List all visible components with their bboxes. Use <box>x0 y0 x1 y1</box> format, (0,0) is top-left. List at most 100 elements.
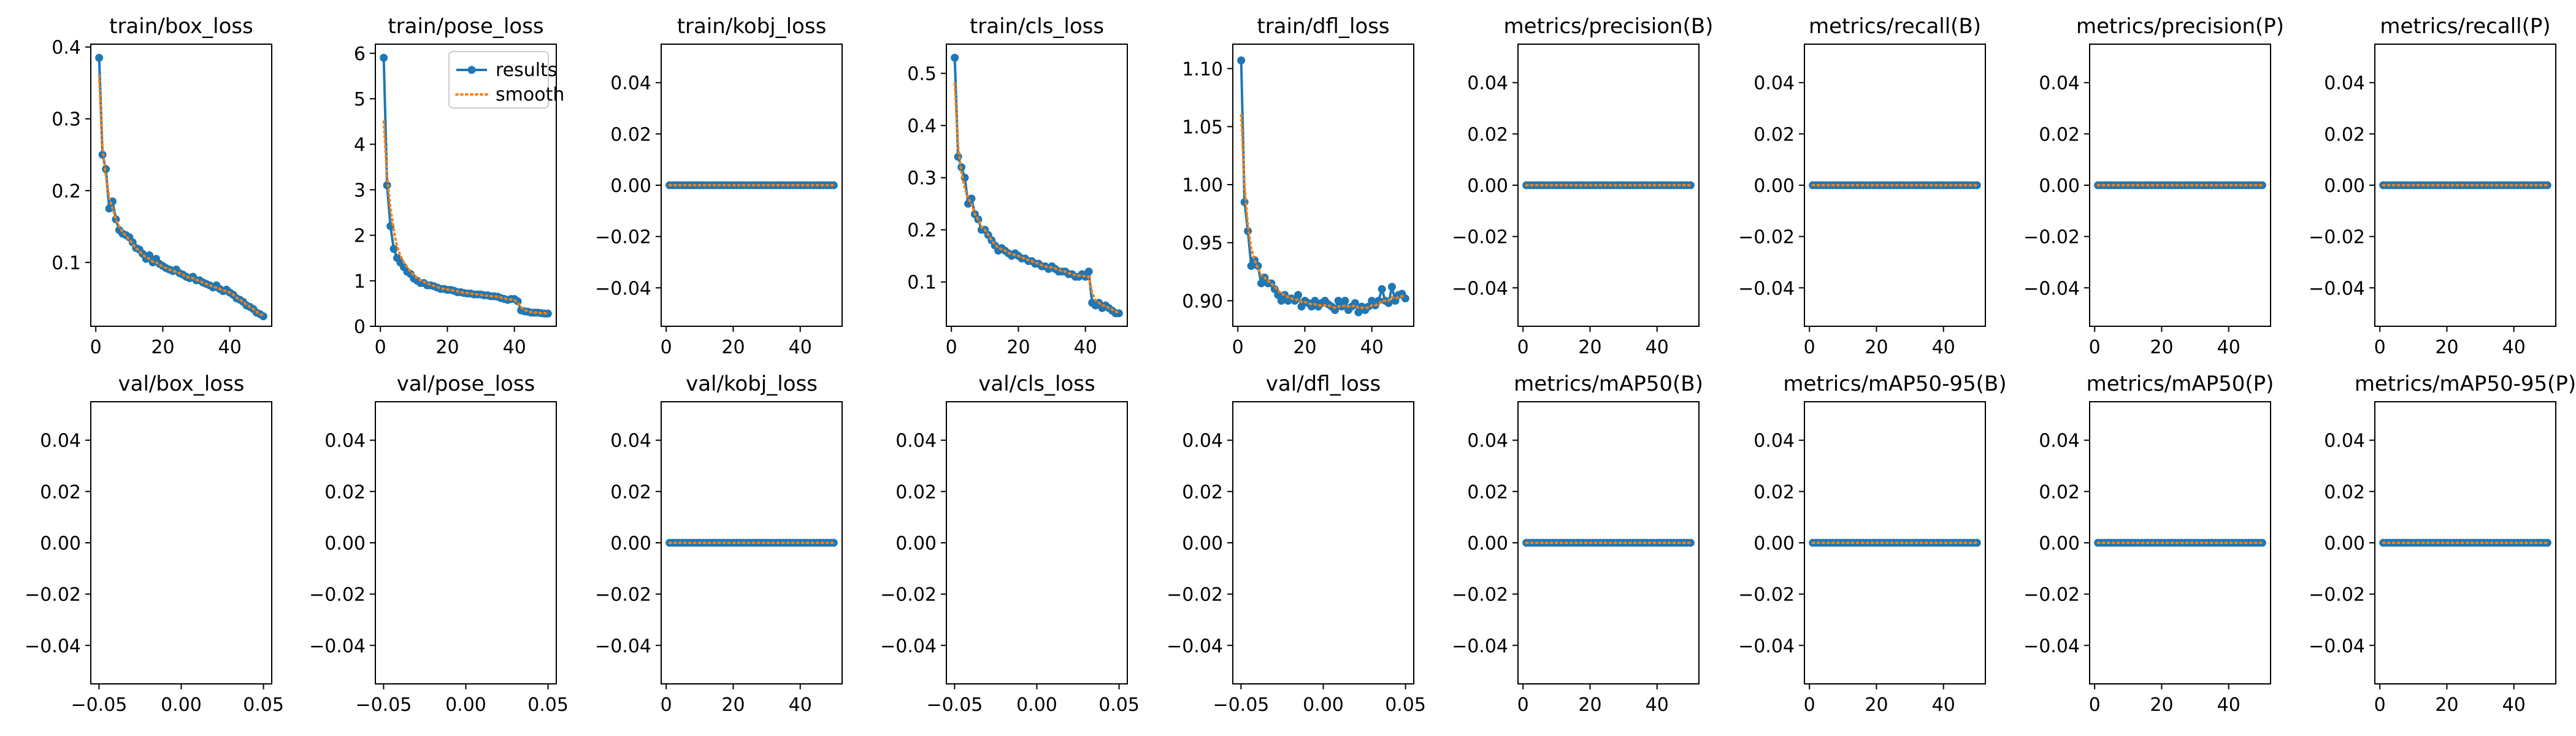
axes-frame <box>90 44 272 327</box>
subplot-title: metrics/mAP50-95(B) <box>1783 372 2006 396</box>
y-tick-label: 0.04 <box>2039 431 2080 452</box>
axes-frame <box>2089 44 2271 327</box>
y-tick-label: 0.00 <box>610 175 651 197</box>
results-point <box>380 53 388 62</box>
axes-frame <box>661 44 843 327</box>
y-tick-label: 1.05 <box>1182 117 1223 138</box>
subplot: metrics/precision(B) 0 20 40 −0.04 −0.02 0.00 0… <box>1452 14 1713 358</box>
results-point <box>1334 296 1343 305</box>
x-tick-label: 40 <box>503 337 526 358</box>
x-tick-label: 20 <box>1578 337 1601 358</box>
y-tick-label: −0.02 <box>595 585 651 606</box>
x-tick-label: 0 <box>946 337 957 358</box>
y-tick-label: −0.04 <box>2309 635 2365 657</box>
x-tick-label: 40 <box>2502 337 2526 358</box>
y-tick-label: 0.02 <box>2039 124 2080 145</box>
y-tick-label: 0.04 <box>1182 431 1223 452</box>
y-tick-label: 0.02 <box>2324 124 2365 145</box>
subplot-title: metrics/recall(P) <box>2380 14 2550 39</box>
y-tick-label: 0.02 <box>1467 481 1508 503</box>
subplot: val/kobj_loss 0 20 40 −0.04 −0.02 0.00 0.02 0.04 <box>595 372 843 716</box>
subplot-title: val/box_loss <box>118 372 245 396</box>
results-point <box>1378 285 1386 293</box>
y-tick-label: 6 <box>354 44 366 65</box>
axes-frame <box>1232 401 1414 684</box>
x-tick-label: 0.05 <box>1385 694 1426 716</box>
y-tick-label: 0.00 <box>1467 533 1508 554</box>
results-point <box>1237 56 1246 65</box>
x-tick-label: 0 <box>1804 694 1815 716</box>
subplot: metrics/mAP50(B) 0 20 40 −0.04 −0.02 0.00 0.02 0… <box>1452 372 1703 716</box>
x-tick-label: 20 <box>151 337 174 358</box>
results-point <box>389 245 398 253</box>
axes-frame <box>2089 401 2271 684</box>
x-tick-label: 0.00 <box>1303 694 1344 716</box>
x-tick-label: 0.00 <box>445 694 486 716</box>
x-tick-label: 0 <box>1517 694 1529 716</box>
x-tick-label: 0 <box>1804 337 1815 358</box>
y-tick-label: 0.4 <box>907 116 937 137</box>
y-tick-label: −0.02 <box>309 585 366 606</box>
axes-frame <box>1232 44 1414 327</box>
results-point <box>513 297 522 305</box>
results-point <box>1354 308 1363 316</box>
y-tick-label: −0.02 <box>2023 227 2080 248</box>
y-tick-label: 3 <box>354 180 366 201</box>
subplot: train/pose_loss 0 20 40 0 1 2 3 4 5 6 results smooth <box>354 14 564 358</box>
y-tick-label: −0.04 <box>595 635 651 657</box>
x-tick-label: 0 <box>375 337 386 358</box>
x-tick-label: 40 <box>1932 694 1955 716</box>
subplot: val/box_loss −0.05 0.00 0.05 −0.04 −0.02 0.00 0… <box>25 372 284 716</box>
y-tick-label: 0.00 <box>324 533 366 554</box>
x-tick-label: 0 <box>2374 337 2386 358</box>
y-tick-label: −0.04 <box>880 635 937 657</box>
y-tick-label: −0.04 <box>1167 635 1223 657</box>
subplot-title: val/pose_loss <box>397 372 535 396</box>
y-tick-label: 0.04 <box>1467 431 1508 452</box>
x-tick-label: 0.05 <box>243 694 284 716</box>
results-point <box>1247 262 1255 270</box>
results-point <box>1338 302 1346 311</box>
x-tick-label: −0.05 <box>1213 694 1269 716</box>
y-tick-label: 0.02 <box>1467 124 1508 145</box>
x-tick-label: 0.00 <box>1016 694 1057 716</box>
y-tick-label: 0.02 <box>324 481 366 503</box>
subplot-title: metrics/mAP50-95(P) <box>2355 372 2576 396</box>
x-tick-label: 0.05 <box>527 694 569 716</box>
subplot-title: train/dfl_loss <box>1257 14 1389 39</box>
y-tick-label: 0.4 <box>52 37 81 59</box>
y-tick-label: 0.00 <box>1754 533 1795 554</box>
x-tick-label: 0.00 <box>161 694 202 716</box>
x-tick-label: 20 <box>2150 337 2173 358</box>
subplot: metrics/mAP50(P) 0 20 40 −0.04 −0.02 0.00 0.02 0… <box>2023 372 2274 716</box>
axes-frame <box>375 401 557 684</box>
results-point <box>1294 291 1303 299</box>
y-tick-label: 0.02 <box>40 481 81 503</box>
results-point <box>1257 279 1265 288</box>
x-tick-label: 0 <box>2374 694 2386 716</box>
x-tick-label: 40 <box>218 337 242 358</box>
subplot-title: metrics/mAP50(B) <box>1514 372 1703 396</box>
y-tick-label: −0.04 <box>1738 635 1795 657</box>
y-tick-label: 1.10 <box>1182 59 1223 80</box>
subplot: metrics/mAP50-95(B) 0 20 40 −0.04 −0.02 0.00 0.… <box>1738 372 2007 716</box>
y-tick-label: −0.04 <box>595 278 651 299</box>
x-tick-label: 0.05 <box>1098 694 1140 716</box>
axes-frame <box>375 44 557 327</box>
y-tick-label: 0.04 <box>2324 73 2365 94</box>
y-tick-label: 0.2 <box>907 220 937 242</box>
legend-results-label: results <box>496 59 558 81</box>
y-tick-label: 0.2 <box>52 181 81 202</box>
legend-results-marker <box>467 66 476 74</box>
results-point <box>1311 296 1319 305</box>
y-tick-label: 0.00 <box>2039 533 2080 554</box>
x-tick-label: 40 <box>1932 337 1955 358</box>
results-point <box>543 309 552 318</box>
x-tick-label: 20 <box>1578 694 1601 716</box>
y-tick-label: 0.90 <box>1182 291 1223 312</box>
y-tick-label: 1.00 <box>1182 175 1223 196</box>
y-tick-label: −0.02 <box>1452 227 1508 248</box>
subplot-title: metrics/precision(P) <box>2076 14 2284 39</box>
y-tick-label: −0.04 <box>1452 635 1508 657</box>
subplot: val/dfl_loss −0.05 0.00 0.05 −0.04 −0.02 0.00 0… <box>1167 372 1426 716</box>
